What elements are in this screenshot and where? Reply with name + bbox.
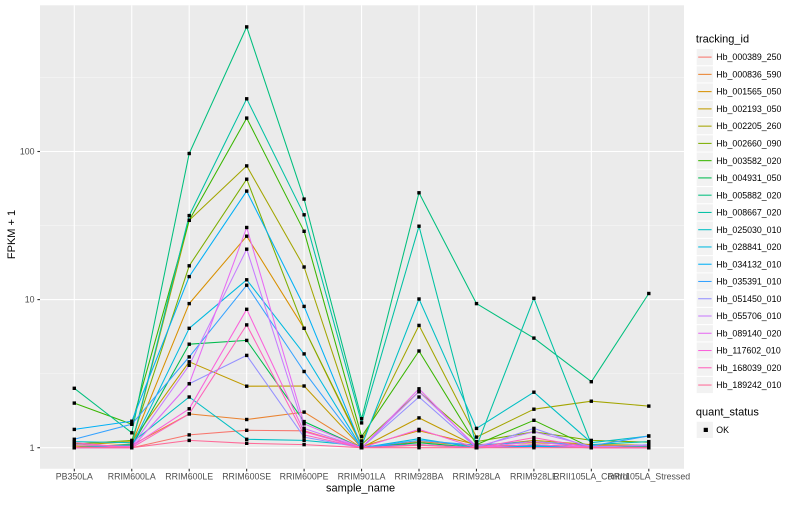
svg-text:RRIM928LE: RRIM928LE [510, 472, 558, 482]
svg-text:RRIM901LA: RRIM901LA [338, 472, 386, 482]
svg-text:Hb_189242_010: Hb_189242_010 [716, 380, 781, 390]
svg-text:Hb_002205_260: Hb_002205_260 [716, 121, 781, 131]
svg-text:FPKM + 1: FPKM + 1 [6, 210, 18, 259]
svg-text:Hb_055706_010: Hb_055706_010 [716, 311, 781, 321]
svg-text:Hb_002660_090: Hb_002660_090 [716, 139, 781, 149]
svg-text:Hb_000389_250: Hb_000389_250 [716, 52, 781, 62]
svg-text:RRII105LA_Stressed: RRII105LA_Stressed [607, 472, 690, 482]
svg-text:Hb_025030_010: Hb_025030_010 [716, 225, 781, 235]
svg-text:Hb_000836_590: Hb_000836_590 [716, 69, 781, 79]
svg-text:PB350LA: PB350LA [56, 472, 93, 482]
svg-text:sample_name: sample_name [326, 482, 395, 494]
svg-text:Hb_168039_020: Hb_168039_020 [716, 363, 781, 373]
svg-text:Hb_004931_050: Hb_004931_050 [716, 173, 781, 183]
svg-text:RRIM928BA: RRIM928BA [395, 472, 444, 482]
svg-text:Hb_008667_020: Hb_008667_020 [716, 208, 781, 218]
svg-text:Hb_003582_020: Hb_003582_020 [716, 156, 781, 166]
svg-text:Hb_034132_010: Hb_034132_010 [716, 259, 781, 269]
svg-text:10: 10 [25, 295, 35, 305]
svg-text:RRIM600LA: RRIM600LA [108, 472, 156, 482]
svg-text:Hb_117602_010: Hb_117602_010 [716, 346, 781, 356]
svg-text:Hb_035391_010: Hb_035391_010 [716, 277, 781, 287]
svg-text:Hb_051450_010: Hb_051450_010 [716, 294, 781, 304]
svg-text:RRIM928LA: RRIM928LA [452, 472, 500, 482]
svg-text:Hb_001565_050: Hb_001565_050 [716, 87, 781, 97]
svg-text:quant_status: quant_status [696, 407, 759, 419]
svg-text:RRII105LA_Control: RRII105LA_Control [553, 472, 629, 482]
svg-text:RRIM600SE: RRIM600SE [222, 472, 271, 482]
svg-text:RRIM600LE: RRIM600LE [165, 472, 213, 482]
svg-text:tracking_id: tracking_id [696, 34, 749, 46]
svg-text:1: 1 [30, 443, 35, 453]
svg-text:100: 100 [20, 147, 35, 157]
svg-text:Hb_089140_020: Hb_089140_020 [716, 328, 781, 338]
svg-text:RRIM600PE: RRIM600PE [280, 472, 329, 482]
svg-text:Hb_002193_050: Hb_002193_050 [716, 104, 781, 114]
svg-text:Hb_005882_020: Hb_005882_020 [716, 190, 781, 200]
svg-text:Hb_028841_020: Hb_028841_020 [716, 242, 781, 252]
svg-text:OK: OK [716, 425, 729, 435]
